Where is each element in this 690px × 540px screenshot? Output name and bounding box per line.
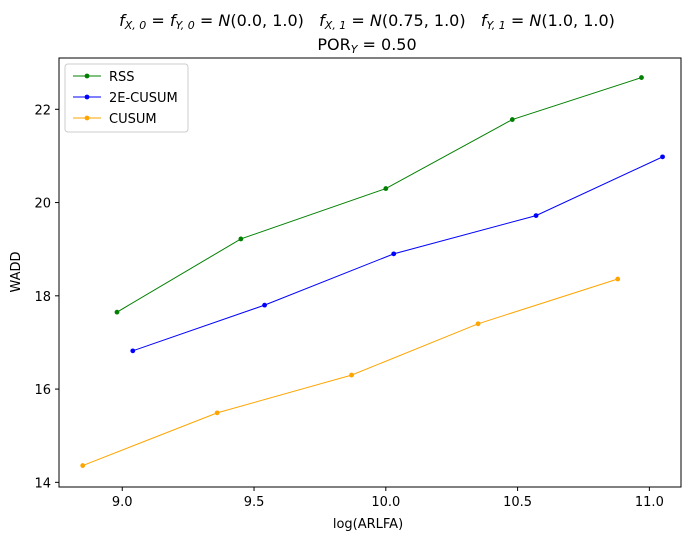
y-axis-label: WADD [9, 251, 24, 292]
data-point-cusum [80, 463, 86, 468]
x-axis: 9.0 9.5 10.0 10.5 11.0 [112, 487, 664, 510]
y-axis: 14 16 18 20 22 [34, 103, 59, 491]
y-tick-label: 14 [34, 476, 51, 491]
legend-box [64, 63, 189, 133]
y-tick-label: 22 [34, 103, 51, 118]
data-point-rss [383, 186, 389, 191]
data-point-cusum [475, 321, 481, 327]
data-point-rss [509, 117, 515, 122]
data-point-2e-cusum [130, 348, 136, 354]
data-point-cusum [214, 410, 220, 416]
data-point-2e-cusum [660, 154, 665, 160]
data-point-2e-cusum [391, 251, 397, 257]
plot-frame [58, 57, 682, 488]
data-point-rss [114, 309, 120, 315]
data-point-2e-cusum [262, 302, 267, 308]
x-tick-label: 10.0 [371, 495, 400, 510]
legend-label-cusum: CUSUM [109, 112, 157, 127]
plot-area [80, 75, 665, 468]
x-axis-label: log(ARLFA) [333, 517, 403, 532]
data-point-cusum [349, 372, 354, 378]
data-point-rss [238, 236, 244, 242]
x-tick-label: 9.0 [112, 495, 133, 510]
x-tick-label: 9.5 [244, 495, 265, 510]
legend-label-2e-cusum: 2E-CUSUM [109, 91, 178, 106]
y-tick-label: 16 [34, 383, 51, 398]
data-point-cusum [615, 276, 621, 282]
legend-marker-cusum [84, 115, 90, 121]
chart-title-line-1: fX, 0 = fY, 0 = N(0.0, 1.0) fX, 1 = N(0.… [119, 11, 615, 32]
legend-marker-2e-cusum [84, 94, 90, 100]
legend-label-rss: RSS [109, 70, 135, 85]
x-tick-label: 11.0 [635, 495, 664, 510]
data-point-rss [639, 75, 644, 80]
data-point-2e-cusum [533, 213, 539, 219]
chart-title-line-2: PORY = 0.50 [317, 35, 416, 56]
legend-marker-rss [84, 73, 90, 79]
y-tick-label: 20 [34, 197, 51, 212]
y-tick-label: 18 [34, 290, 51, 305]
legend: RSS 2E-CUSUM CUSUM [64, 63, 189, 133]
x-tick-label: 10.5 [503, 495, 532, 510]
